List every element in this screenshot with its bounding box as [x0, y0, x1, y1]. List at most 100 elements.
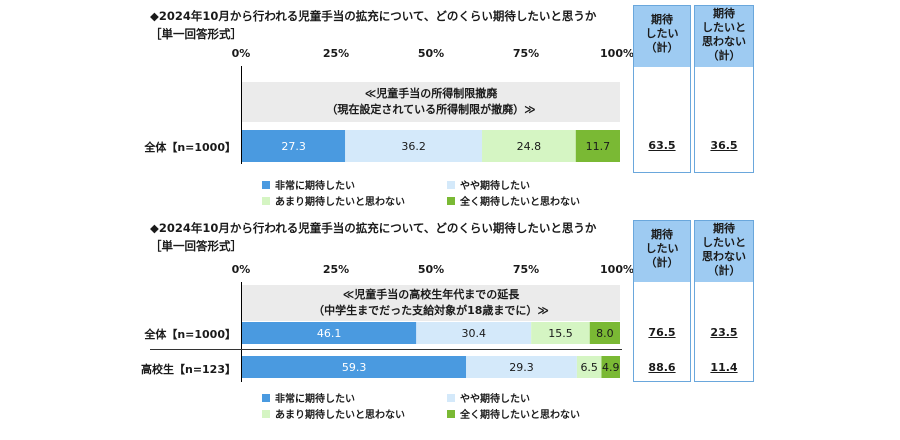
bar-value-label-very: 59.3: [342, 361, 367, 374]
bar-value-label-notatall: 8.0: [596, 327, 614, 340]
chart1-notexpect-header-4: （計）: [707, 49, 741, 62]
chart1-legend-notmuch: あまり期待したいと思わない: [262, 193, 405, 208]
bar-value-label-very: 46.1: [317, 327, 342, 340]
chart2-legend-very-label: 非常に期待したい: [275, 394, 355, 405]
legend-swatch-notmuch: [262, 409, 270, 418]
bar-value-label-notatall: 11.7: [586, 140, 611, 153]
chart1-expect-header-2: したい: [645, 27, 679, 40]
chart2-tick-25: 25%: [322, 263, 350, 276]
chart1-expect-header-3: （計）: [645, 41, 679, 54]
chart1-expect-total: 63.5: [648, 139, 676, 152]
chart2-row2-expect-total: 88.6: [648, 361, 676, 374]
legend-swatch-notmuch: [262, 196, 270, 205]
chart1-legend-somewhat-label: やや期待したい: [460, 181, 530, 192]
legend-swatch-very: [262, 180, 270, 189]
chart1-row-label: 全体【n=1000】: [144, 141, 236, 154]
chart1-notexpect-header: 期待 したいと 思わない （計）: [694, 5, 754, 67]
chart1-title: ◆2024年10月から行われる児童手当の拡充について、どのくらい期待したいと思う…: [150, 9, 597, 23]
bar-segment-notatall: [575, 130, 620, 162]
chart2-tick-75: 75%: [512, 263, 540, 276]
chart1-subtitle: ［単一回答形式］: [150, 27, 242, 41]
chart1-notexpect-header-2: したいと: [702, 21, 746, 34]
bar-value-label-very: 27.3: [281, 140, 306, 153]
chart2-row2-bar: 59.3 29.3 6.5 4.9: [242, 356, 620, 378]
chart1-notexpect-header-1: 期待: [713, 7, 735, 20]
chart2-legend-notmuch-label: あまり期待したいと思わない: [275, 410, 405, 421]
chart2-notexpect-header-3: 思わない: [702, 250, 746, 263]
chart2-row-divider: [150, 349, 622, 350]
bar-segment-notmuch: [531, 322, 590, 344]
bar-segment-notatall: [601, 356, 620, 378]
bar-segment-notmuch: [482, 130, 576, 162]
chart2-expect-header: 期待 したい （計）: [633, 220, 691, 282]
chart1-legend-notatall: 全く期待したいと思わない: [447, 193, 580, 208]
chart2-row1-label: 全体【n=1000】: [144, 328, 236, 341]
chart2-row1-notexpect-total: 23.5: [710, 326, 738, 339]
bar-value-label-somewhat: 30.4: [461, 327, 486, 340]
legend-swatch-very: [262, 393, 270, 402]
chart2-legend-somewhat-label: やや期待したい: [460, 394, 530, 405]
chart1-tick-50: 50%: [417, 47, 445, 60]
chart2-notexpect-header-4: （計）: [707, 264, 741, 277]
chart2-axis-line: [241, 282, 242, 382]
chart2-expect-header-2: したい: [645, 242, 679, 255]
chart2-expect-column: [633, 220, 691, 382]
chart1-legend-very: 非常に期待したい: [262, 177, 355, 192]
chart1-expect-header: 期待 したい （計）: [633, 5, 691, 67]
chart1-notexpect-column: [694, 5, 754, 173]
chart2-subtitle: ［単一回答形式］: [150, 239, 242, 253]
chart1-legend-notmuch-label: あまり期待したいと思わない: [275, 197, 405, 208]
chart2-row2-notexpect-total: 11.4: [710, 361, 738, 374]
legend-swatch-notatall: [447, 409, 455, 418]
legend-swatch-somewhat: [447, 180, 455, 189]
chart1-axis-line: [241, 66, 242, 164]
chart2-notexpect-header: 期待 したいと 思わない （計）: [694, 220, 754, 282]
chart2-row1-bar: 46.1 30.4 15.5 8.0: [242, 322, 620, 344]
chart1-expect-column: [633, 5, 691, 173]
chart2-legend-notatall-label: 全く期待したいと思わない: [460, 410, 580, 421]
chart2-title: ◆2024年10月から行われる児童手当の拡充について、どのくらい期待したいと思う…: [150, 221, 597, 235]
chart1-legend-notatall-label: 全く期待したいと思わない: [460, 197, 580, 208]
bar-segment-very: [242, 130, 346, 162]
chart2-notexpect-header-1: 期待: [713, 222, 735, 235]
bar-value-label-notmuch: 24.8: [517, 140, 542, 153]
chart2-row1-expect-total: 76.5: [648, 326, 676, 339]
chart2-item-label-line1: ≪児童手当の高校生年代までの延長: [342, 288, 520, 301]
chart2-legend-notmuch: あまり期待したいと思わない: [262, 406, 405, 421]
bar-segment-somewhat: [345, 130, 483, 162]
bar-value-label-notmuch: 15.5: [548, 327, 573, 340]
bar-segment-notatall: [589, 322, 620, 344]
bar-segment-very: [242, 322, 417, 344]
chart2-legend-very: 非常に期待したい: [262, 390, 355, 405]
bar-segment-very: [242, 356, 467, 378]
chart2-expect-header-1: 期待: [651, 228, 673, 241]
chart1-tick-25: 25%: [322, 47, 350, 60]
legend-swatch-notatall: [447, 196, 455, 205]
chart2-legend-notatall: 全く期待したいと思わない: [447, 406, 580, 421]
bar-value-label-notmuch: 6.5: [580, 361, 598, 374]
chart2-legend-somewhat: やや期待したい: [447, 390, 530, 405]
chart1-expect-header-1: 期待: [651, 13, 673, 26]
chart1-item-label-line2: （現在設定されている所得制限が撤廃）≫: [326, 103, 536, 116]
bar-value-label-notatall: 4.9: [602, 361, 620, 374]
chart1-legend-very-label: 非常に期待したい: [275, 181, 355, 192]
chart2-notexpect-header-2: したいと: [702, 236, 746, 249]
chart1-legend-somewhat: やや期待したい: [447, 177, 530, 192]
chart2-expect-header-3: （計）: [645, 256, 679, 269]
chart2-item-label-line2: （中学生までだった支給対象が18歳までに）≫: [313, 304, 549, 317]
chart1-tick-75: 75%: [512, 47, 540, 60]
legend-swatch-somewhat: [447, 393, 455, 402]
chart2-item-label: ≪児童手当の高校生年代までの延長 （中学生までだった支給対象が18歳までに）≫: [242, 285, 620, 321]
bar-segment-somewhat: [416, 322, 532, 344]
bar-value-label-somewhat: 29.3: [509, 361, 534, 374]
bar-segment-somewhat: [466, 356, 577, 378]
chart1-notexpect-total: 36.5: [710, 139, 738, 152]
chart2-notexpect-column: [694, 220, 754, 382]
chart1-tick-100: 100%: [600, 47, 634, 60]
bar-value-label-somewhat: 36.2: [401, 140, 426, 153]
chart2-row2-label: 高校生【n=123】: [140, 363, 236, 376]
chart2-tick-50: 50%: [417, 263, 445, 276]
chart2-tick-100: 100%: [600, 263, 634, 276]
chart1-item-label-line1: ≪児童手当の所得制限撤廃: [364, 87, 498, 100]
chart1-notexpect-header-3: 思わない: [702, 35, 746, 48]
